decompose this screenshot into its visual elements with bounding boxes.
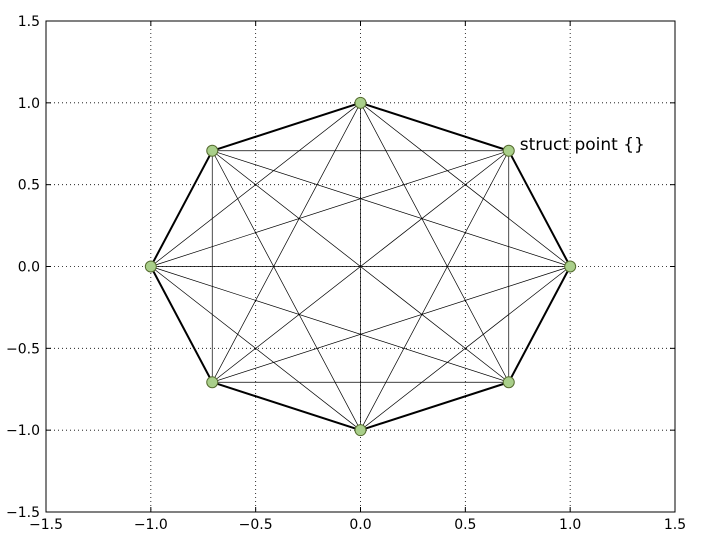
x-tick-label: −1.5 xyxy=(29,517,63,533)
data-point xyxy=(206,144,219,157)
x-tick-label: 1.5 xyxy=(664,517,686,533)
data-point xyxy=(502,144,515,157)
chord-line xyxy=(150,266,509,383)
y-tick-label: −1.5 xyxy=(6,505,40,521)
data-point xyxy=(206,376,219,389)
y-tick-label: 1.5 xyxy=(18,14,40,30)
chord-line xyxy=(211,150,361,431)
y-tick-label: 1.0 xyxy=(18,96,40,112)
data-point xyxy=(502,376,515,389)
data-point xyxy=(564,260,577,273)
y-tick-label: −1.0 xyxy=(6,423,40,439)
annotation-label: struct point {} xyxy=(520,135,645,155)
chord-line xyxy=(360,102,510,383)
chord-line xyxy=(360,150,510,431)
tick-layer: −1.5 −1.0 −0.5 0.0 0.5 1.0 1.5 −1.5 −1.0 −0.5 0.0 0… xyxy=(6,14,686,533)
x-tick-label: −0.5 xyxy=(239,517,273,533)
chord-line xyxy=(212,150,509,383)
data-point xyxy=(144,260,157,273)
y-tick-label: 0.5 xyxy=(18,178,40,194)
x-tick-label: 0.5 xyxy=(454,517,476,533)
x-tick-label: 0.0 xyxy=(349,517,371,533)
chord-line xyxy=(212,150,571,267)
y-tick-label: −0.5 xyxy=(6,341,40,357)
chord-line xyxy=(212,266,571,383)
chord-line xyxy=(150,150,509,267)
x-tick-label: 1.0 xyxy=(559,517,581,533)
chord-line xyxy=(211,102,361,383)
data-point xyxy=(354,424,367,437)
data-point xyxy=(354,96,367,109)
annotation-layer: struct point {} xyxy=(520,135,645,155)
y-tick-label: 0.0 xyxy=(18,260,40,276)
point-layer xyxy=(144,96,577,437)
x-tick-label: −1.0 xyxy=(134,517,168,533)
chord-line xyxy=(150,266,361,431)
